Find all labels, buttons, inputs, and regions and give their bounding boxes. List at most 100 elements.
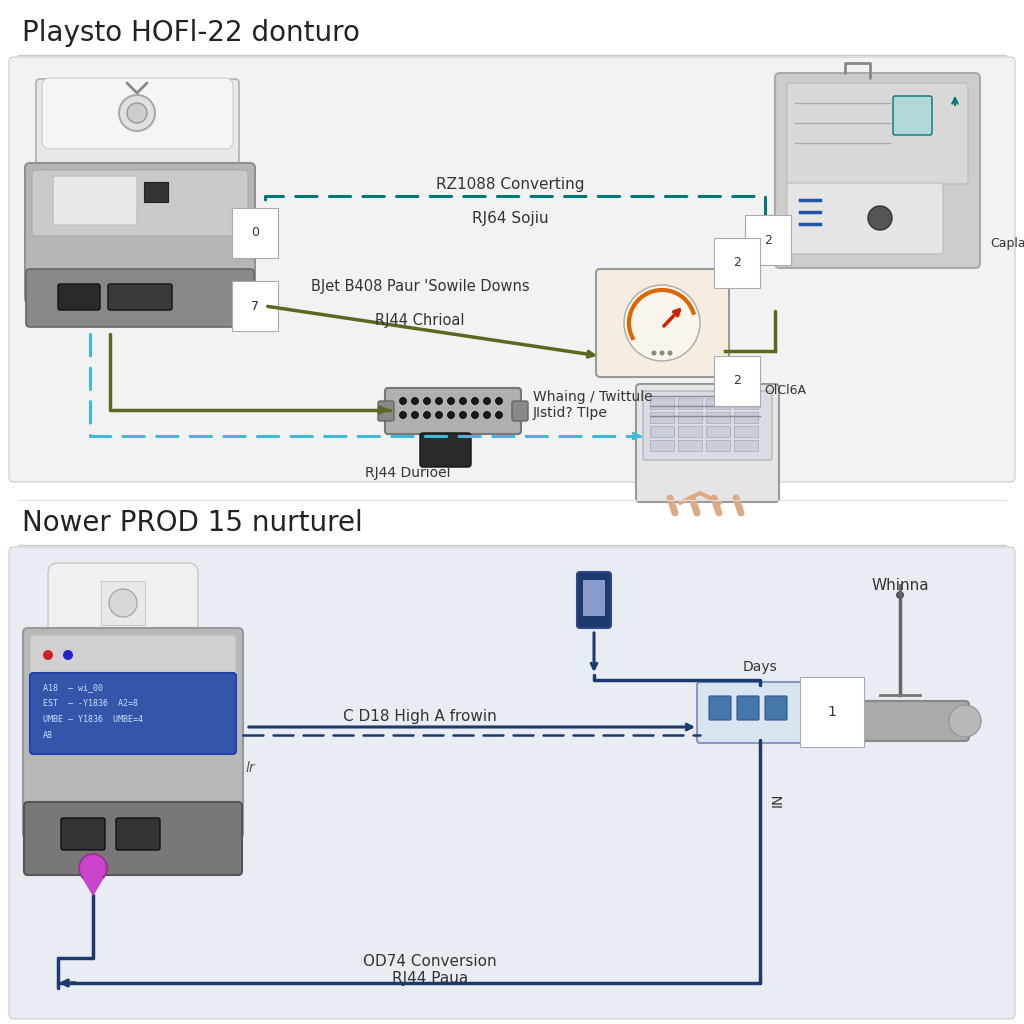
Circle shape <box>127 103 147 123</box>
Circle shape <box>624 285 700 361</box>
Circle shape <box>43 650 53 660</box>
Circle shape <box>63 650 73 660</box>
FancyBboxPatch shape <box>596 269 729 377</box>
Bar <box>678 426 702 437</box>
FancyBboxPatch shape <box>737 696 759 720</box>
Circle shape <box>424 412 430 419</box>
Text: UMBE — Y1836  UMBE=4: UMBE — Y1836 UMBE=4 <box>43 716 143 725</box>
FancyBboxPatch shape <box>101 581 145 625</box>
Circle shape <box>412 397 419 404</box>
FancyBboxPatch shape <box>42 78 233 150</box>
Circle shape <box>424 397 430 404</box>
Circle shape <box>496 397 503 404</box>
Circle shape <box>79 854 106 882</box>
Text: 1: 1 <box>827 705 837 719</box>
FancyBboxPatch shape <box>53 176 137 225</box>
Text: C D18 High A frowin: C D18 High A frowin <box>343 710 497 725</box>
FancyBboxPatch shape <box>583 580 605 616</box>
Text: Whaing / Twittule: Whaing / Twittule <box>534 390 652 404</box>
Bar <box>734 398 758 409</box>
FancyBboxPatch shape <box>36 79 239 177</box>
Text: Capla: Capla <box>990 237 1024 250</box>
Text: RJ44 Paua: RJ44 Paua <box>392 971 468 985</box>
Circle shape <box>119 95 155 131</box>
Bar <box>706 426 730 437</box>
Text: lr: lr <box>246 761 256 775</box>
FancyBboxPatch shape <box>643 391 772 460</box>
Text: 2: 2 <box>733 256 741 269</box>
Text: Whinna: Whinna <box>871 578 929 593</box>
FancyBboxPatch shape <box>385 388 521 434</box>
Circle shape <box>109 589 137 617</box>
Bar <box>678 412 702 423</box>
Circle shape <box>460 397 467 404</box>
Bar <box>734 412 758 423</box>
FancyBboxPatch shape <box>709 696 731 720</box>
Circle shape <box>896 591 904 599</box>
Circle shape <box>435 412 442 419</box>
FancyBboxPatch shape <box>420 433 471 467</box>
FancyBboxPatch shape <box>24 802 242 874</box>
Circle shape <box>668 350 673 355</box>
Circle shape <box>949 705 981 737</box>
Text: IN: IN <box>771 793 785 807</box>
Text: OlCl6A: OlCl6A <box>764 384 806 397</box>
FancyBboxPatch shape <box>831 701 969 741</box>
Circle shape <box>471 397 478 404</box>
Circle shape <box>819 705 851 737</box>
FancyBboxPatch shape <box>636 384 779 502</box>
Circle shape <box>471 412 478 419</box>
FancyBboxPatch shape <box>26 269 254 327</box>
Text: BJet B408 Paur 'Sowile Downs: BJet B408 Paur 'Sowile Downs <box>310 279 529 294</box>
FancyBboxPatch shape <box>697 682 823 743</box>
Text: 2: 2 <box>733 375 741 387</box>
Circle shape <box>399 412 407 419</box>
Text: A18  — wi_00: A18 — wi_00 <box>43 683 103 692</box>
Bar <box>650 426 674 437</box>
Circle shape <box>447 397 455 404</box>
FancyBboxPatch shape <box>32 170 248 236</box>
Circle shape <box>659 350 665 355</box>
Text: Nower PROD 15 nurturel: Nower PROD 15 nurturel <box>22 509 362 537</box>
FancyBboxPatch shape <box>30 635 236 676</box>
FancyBboxPatch shape <box>23 628 243 838</box>
FancyBboxPatch shape <box>144 182 168 202</box>
FancyBboxPatch shape <box>577 572 611 628</box>
Text: RJ64 Sojiu: RJ64 Sojiu <box>472 211 548 225</box>
Circle shape <box>483 412 490 419</box>
FancyBboxPatch shape <box>765 696 787 720</box>
Circle shape <box>496 412 503 419</box>
Text: RZ1088 Converting: RZ1088 Converting <box>436 176 585 191</box>
FancyBboxPatch shape <box>25 163 255 303</box>
Polygon shape <box>83 878 103 895</box>
Text: A8: A8 <box>43 731 53 740</box>
Text: 7: 7 <box>251 299 259 312</box>
Circle shape <box>483 397 490 404</box>
FancyBboxPatch shape <box>108 284 172 310</box>
Text: Playsto HOFl-22 donturo: Playsto HOFl-22 donturo <box>22 19 359 47</box>
Circle shape <box>460 412 467 419</box>
FancyBboxPatch shape <box>787 183 943 254</box>
Bar <box>706 440 730 451</box>
FancyBboxPatch shape <box>512 401 528 421</box>
FancyBboxPatch shape <box>378 401 394 421</box>
Bar <box>678 440 702 451</box>
Text: RJ44 Durioel: RJ44 Durioel <box>366 466 451 480</box>
Circle shape <box>412 412 419 419</box>
FancyBboxPatch shape <box>58 284 100 310</box>
Bar <box>706 412 730 423</box>
FancyBboxPatch shape <box>61 818 105 850</box>
Text: OD74 Conversion: OD74 Conversion <box>364 953 497 969</box>
Bar <box>706 398 730 409</box>
FancyBboxPatch shape <box>9 547 1015 1019</box>
Text: 2: 2 <box>764 233 772 247</box>
Bar <box>734 426 758 437</box>
Text: 0: 0 <box>251 226 259 240</box>
Bar <box>650 440 674 451</box>
FancyBboxPatch shape <box>30 673 236 754</box>
Circle shape <box>435 397 442 404</box>
Text: EST  — -Y1836  A2=8: EST — -Y1836 A2=8 <box>43 699 138 709</box>
Circle shape <box>447 412 455 419</box>
Circle shape <box>399 397 407 404</box>
Bar <box>650 398 674 409</box>
